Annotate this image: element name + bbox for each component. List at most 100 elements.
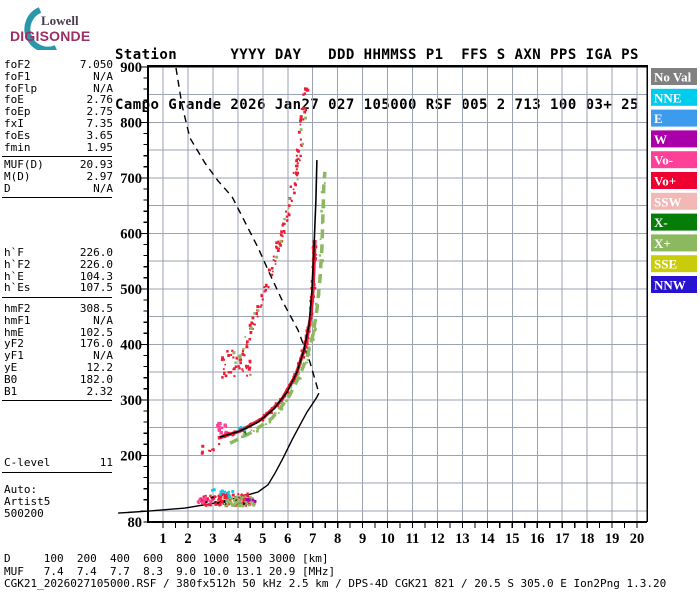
transmission-curve [175, 67, 320, 394]
param-row: B1 2.32 [4, 385, 113, 398]
es-layer-black [205, 496, 246, 505]
f-trace-x-scatter [241, 182, 326, 439]
y-axis-label: 200 [120, 448, 142, 464]
legend-label: E [654, 111, 663, 126]
legend-swatch-x- [651, 213, 697, 231]
legend-swatch-vo+ [651, 172, 697, 189]
param-label: foE [4, 93, 24, 107]
param-row: B0 182.0 [4, 372, 113, 386]
param-group: foF2 7.050 foF1 N/A foFlp N/A foE 2.76 foEp 2.75 f… [4, 59, 113, 153]
legend-label: No Val [654, 70, 692, 85]
legend-label: SSW [654, 194, 681, 209]
param-divider [2, 297, 112, 299]
param-label: fmin [4, 140, 31, 154]
param-value: 226.0 [79, 246, 113, 259]
legend-swatch-vo- [651, 151, 697, 169]
y-axis-label: 900 [120, 60, 142, 76]
legend-swatch-sse [651, 255, 697, 273]
mid-cluster-green [232, 347, 252, 377]
param-label: yF1 [4, 349, 24, 363]
x-axis-label: 18 [580, 531, 595, 547]
param-label: M(D) [4, 169, 31, 183]
muf-frequency-row: MUF 7.4 7.4 7.7 8.3 9.0 10.0 13.1 20.9 [… [4, 564, 336, 578]
y-axis-label: 800 [120, 115, 142, 131]
param-row: yF2 176.0 [4, 338, 113, 350]
x-axis-label: 13 [455, 531, 470, 547]
legend-label: W [654, 132, 667, 147]
param-row: h`F2 226.0 [4, 257, 113, 271]
param-value: 20.93 [79, 158, 113, 171]
param-row: hmE 102.5 [4, 325, 113, 339]
param-row: 500200 [4, 507, 113, 520]
param-row: yF1 N/A [4, 350, 113, 362]
param-value: 226.0 [79, 257, 113, 271]
param-row: Auto: [4, 484, 113, 496]
legend-swatch-nnw [651, 276, 697, 293]
param-label: hmF1 [4, 313, 31, 327]
param-row: foF1 N/A [4, 69, 113, 83]
logo-text-digisonde: DIGISONDE [10, 28, 91, 44]
true-height-profile [118, 392, 320, 514]
param-value: 7.050 [79, 58, 113, 71]
param-row: D N/A [4, 182, 113, 195]
x-axis-label: 11 [406, 531, 420, 547]
param-label: C-level [4, 456, 51, 469]
ionogram-analysis-curves [118, 67, 320, 514]
x-axis-label: 2 [184, 531, 191, 547]
param-group: C-level 11 [4, 457, 113, 469]
x-axis-label: 14 [480, 531, 495, 547]
footer-block: D 100 200 400 600 800 1000 1500 3000 [km… [4, 552, 667, 591]
y-axis-label: 400 [120, 337, 142, 353]
param-value: 107.5 [79, 281, 113, 295]
param-label: yE [4, 360, 18, 374]
x-axis-label: 20 [630, 531, 645, 547]
param-group: MUF(D) 20.93 M(D) 2.97 D N/A [4, 159, 113, 194]
param-value: 2.75 [86, 105, 114, 119]
param-label: yF2 [4, 337, 24, 351]
param-label: hmF2 [4, 302, 31, 315]
param-value: N/A [93, 349, 113, 363]
legend-label: NNE [654, 90, 681, 105]
legend-label: NNW [654, 278, 686, 293]
param-row: h`Es 107.5 [4, 282, 113, 294]
param-row: fmin 1.95 [4, 140, 113, 154]
param-value: 308.5 [79, 302, 113, 315]
x-axis-label: 9 [359, 531, 366, 547]
param-label: hmE [4, 325, 24, 339]
param-label: fxI [4, 116, 24, 130]
param-value: 176.0 [79, 337, 113, 351]
legend-label: SSE [654, 257, 677, 272]
muf-distance-row: D 100 200 400 600 800 1000 1500 3000 [km… [4, 552, 329, 565]
param-label: foFlp [4, 81, 38, 95]
es-layer-cyan [211, 488, 235, 498]
param-label: h`E [4, 269, 24, 283]
param-row: fxI 7.35 [4, 118, 113, 130]
param-value: 11 [99, 456, 113, 469]
param-label: foF1 [4, 69, 31, 83]
param-row: Artist5 [4, 494, 113, 508]
x-axis-label: 6 [284, 531, 291, 547]
param-label: Artist5 [4, 494, 51, 508]
x-axis-label: 8 [334, 531, 341, 547]
f-trace-x [229, 171, 327, 445]
param-value: 102.5 [79, 325, 113, 339]
x-axis-label: 19 [605, 531, 620, 547]
y-axis-label: 80 [128, 515, 143, 531]
param-row: yE 12.2 [4, 362, 113, 374]
param-value: 182.0 [79, 372, 113, 386]
x-axis-label: 10 [380, 531, 395, 547]
param-label: Auto: [4, 483, 38, 496]
legend-swatch-no-val [651, 68, 697, 85]
legend-swatch-x+ [651, 234, 697, 252]
measurement-status-line: CGK21_2026027105000.RSF / 380fx512h 50 k… [4, 577, 667, 590]
legend-label: X+ [654, 236, 671, 251]
legend-swatch-nne [651, 88, 697, 106]
param-group: Auto: Artist5 500200 [4, 484, 113, 519]
param-row: foE 2.76 [4, 94, 113, 106]
param-group: hmF2 308.5 hmF1 N/A hmE 102.5 yF2 176.0 yF1 N/A yE… [4, 303, 113, 397]
y-axis-label: 600 [120, 226, 142, 242]
x-axis-label: 7 [309, 531, 316, 547]
